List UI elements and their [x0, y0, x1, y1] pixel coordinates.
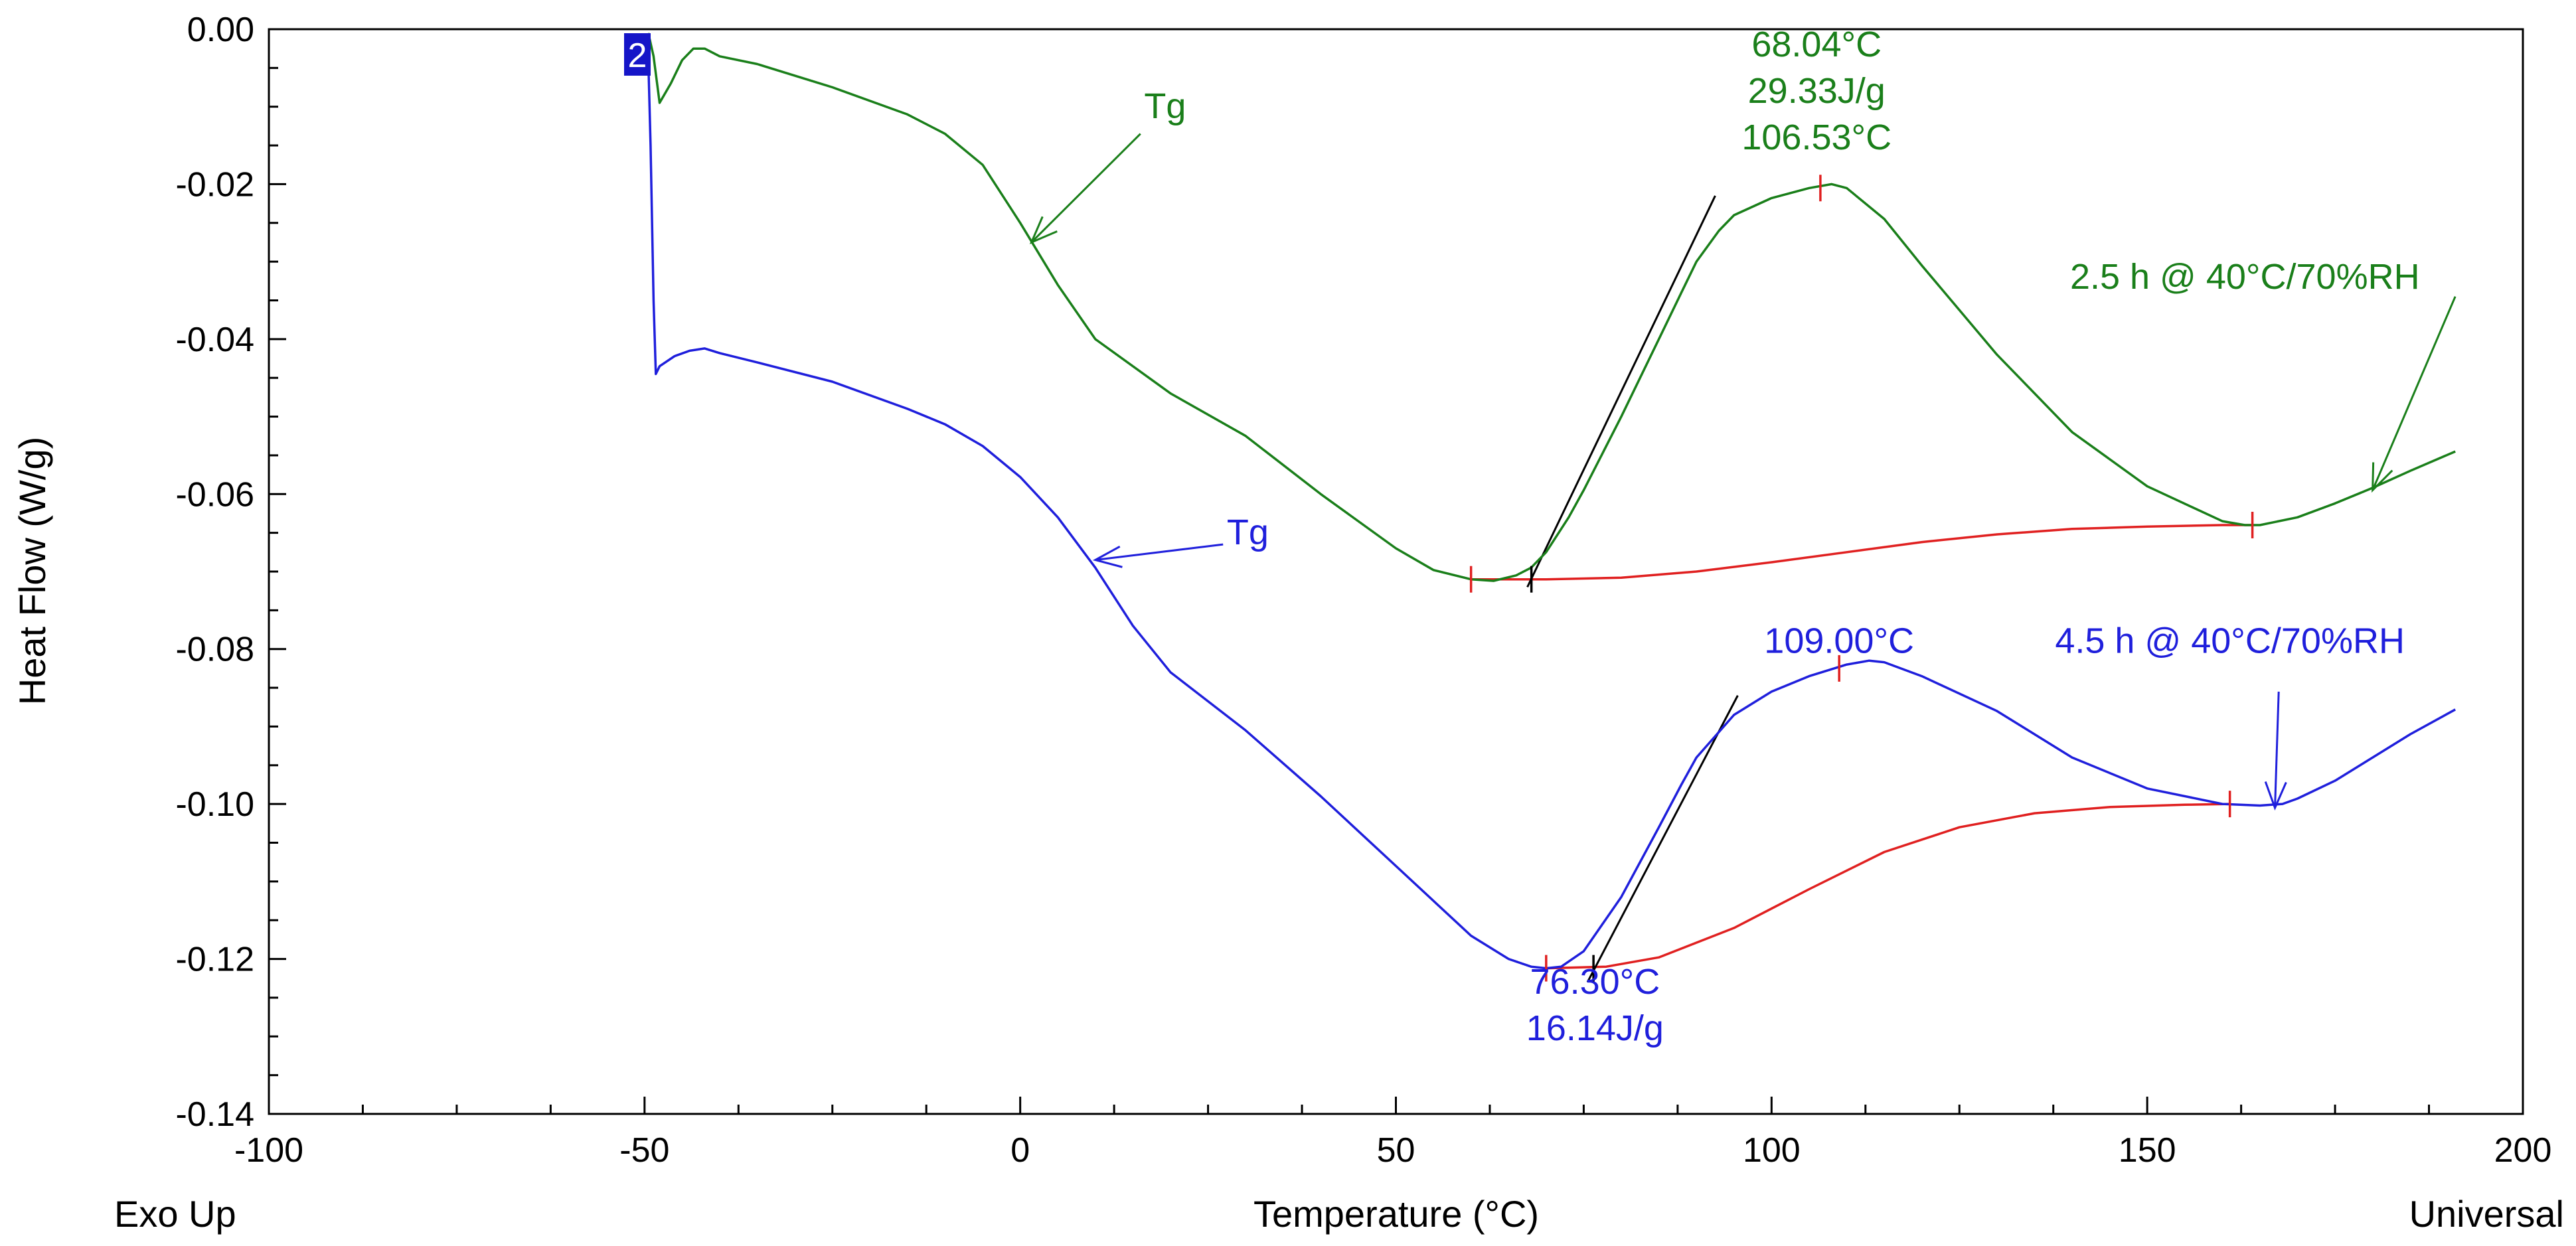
- tangent-lines: [1526, 195, 1739, 983]
- y-tick-label: -0.04: [175, 321, 254, 359]
- y-tick-label: 0.00: [187, 11, 254, 49]
- series-2-5h-curve: [647, 33, 2456, 582]
- b-peak-label-line: 109.00°C: [1764, 621, 1914, 661]
- annotations: Tg 68.04°C 29.33J/g 106.53°C 2.5 h @ 40°C/70…: [1029, 25, 2456, 1048]
- b-peak-label: 109.00°C: [1764, 621, 1914, 661]
- y-tick-label: -0.08: [175, 631, 254, 669]
- tick-markers: [1469, 175, 2254, 982]
- curve-marker-badge: 2: [624, 33, 651, 76]
- g-peak-label-line: 106.53°C: [1741, 117, 1892, 157]
- g-peak-label-line: 29.33J/g: [1748, 71, 1886, 111]
- y-tick-label: -0.06: [175, 475, 254, 514]
- g-tg-arrow-head: [1029, 216, 1058, 244]
- g-tg-label-line: Tg: [1144, 86, 1186, 126]
- curve-marker-label: 2: [628, 37, 647, 75]
- integration-baseline: [1546, 803, 2230, 970]
- b-cond-label-line: 4.5 h @ 40°C/70%RH: [2055, 621, 2405, 661]
- x-axis-title: Temperature (°C): [1253, 1193, 1539, 1235]
- b-enthalpy-label-line: 76.30°C: [1530, 962, 1660, 1002]
- g-tg-arrow-line: [1030, 133, 1141, 244]
- g-tg-label: Tg: [1144, 86, 1186, 126]
- g-peak-label: 68.04°C 29.33J/g 106.53°C: [1741, 25, 1892, 157]
- integration-baseline: [1471, 524, 2253, 581]
- plot-frame: [268, 28, 2524, 1115]
- y-tick-labels: 0.00 -0.02 -0.04 -0.06 -0.08 -0.10 -0.12 -0.14: [175, 11, 254, 1134]
- x-tick-label: -100: [234, 1131, 303, 1170]
- series-4-5h-curve: [645, 37, 2456, 970]
- b-cond-arrow-line: [2274, 691, 2280, 809]
- x-tick-label: 200: [2494, 1131, 2552, 1170]
- y-axis-title: Heat Flow (W/g): [11, 437, 53, 706]
- b-tg-arrow-line: [1095, 543, 1224, 561]
- g-cond-label: 2.5 h @ 40°C/70%RH: [2070, 257, 2420, 297]
- y-tick-label: -0.02: [175, 165, 254, 204]
- b-tg-arrow-head: [1092, 546, 1123, 568]
- curve-marker-box: [624, 33, 651, 76]
- instrument-label: Universal: [2409, 1193, 2564, 1235]
- exo-up-label: Exo Up: [114, 1193, 236, 1235]
- tangent-line: [1586, 695, 1739, 983]
- y-tick-label: -0.12: [175, 941, 254, 979]
- b-tg-label: Tg: [1227, 512, 1269, 552]
- b-enthalpy-label: 76.30°C 16.14J/g: [1526, 962, 1664, 1048]
- y-tick-label: -0.14: [175, 1095, 254, 1134]
- b-enthalpy-label-line: 16.14J/g: [1526, 1008, 1664, 1048]
- g-cond-arrow-line: [2372, 296, 2456, 491]
- x-tick-label: 50: [1377, 1131, 1415, 1170]
- x-tick-label: 150: [2119, 1131, 2176, 1170]
- b-cond-arrow-head: [2264, 781, 2287, 811]
- x-tick-label: 100: [1743, 1131, 1801, 1170]
- g-cond-label-line: 2.5 h @ 40°C/70%RH: [2070, 257, 2420, 297]
- y-tick-label: -0.10: [175, 785, 254, 824]
- b-cond-label: 4.5 h @ 40°C/70%RH: [2055, 621, 2405, 661]
- g-cond-arrow-head: [2372, 462, 2393, 493]
- tangent-line: [1526, 195, 1716, 587]
- x-tick-label: -50: [619, 1131, 669, 1170]
- x-tick-label: 0: [1010, 1131, 1030, 1170]
- x-tick-labels: -100 -50 0 50 100 150 200: [234, 1131, 2551, 1170]
- series-curves: [645, 33, 2456, 970]
- g-peak-label-line: 68.04°C: [1751, 25, 1882, 64]
- b-tg-label-line: Tg: [1227, 512, 1269, 552]
- axis-ticks: [268, 28, 2524, 1115]
- integration-baselines: [1471, 524, 2253, 970]
